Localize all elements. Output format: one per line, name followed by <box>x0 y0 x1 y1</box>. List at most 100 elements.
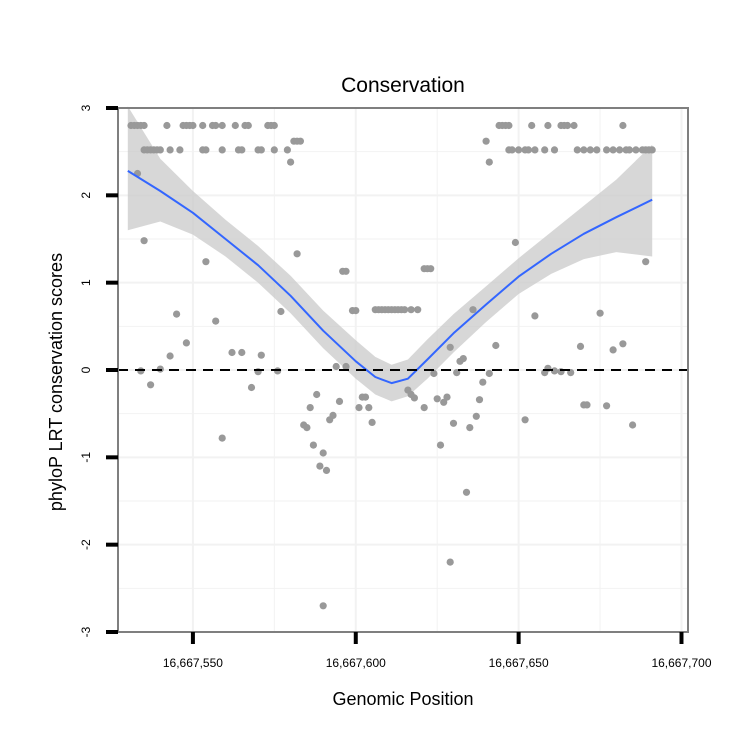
x-axis: 16,667,550 16,667,600 16,667,650 16,667,700 <box>163 632 712 670</box>
data-point <box>352 307 360 315</box>
data-point <box>287 158 295 166</box>
smooth-line <box>127 170 653 385</box>
data-point <box>563 121 572 130</box>
y-tick-label: 3 <box>79 104 93 111</box>
data-point <box>531 312 539 320</box>
data-point <box>410 394 418 402</box>
data-point <box>521 416 529 424</box>
data-point <box>609 146 617 154</box>
data-point <box>609 346 617 354</box>
data-point <box>576 342 585 350</box>
data-point <box>401 306 409 314</box>
data-point <box>342 362 350 371</box>
data-point <box>355 404 363 412</box>
data-point <box>596 309 604 317</box>
data-point <box>322 466 331 474</box>
data-point <box>440 398 448 406</box>
y-tick-label: -3 <box>79 626 93 637</box>
data-point <box>446 343 454 351</box>
data-point <box>189 121 197 130</box>
data-point <box>541 146 549 154</box>
data-point <box>427 265 435 273</box>
data-point <box>616 146 624 154</box>
x-axis-label: Genomic Position <box>332 689 473 709</box>
data-point <box>515 146 523 154</box>
data-point <box>270 146 278 154</box>
data-point <box>296 137 304 145</box>
data-point <box>319 602 327 610</box>
data-point <box>619 340 627 348</box>
data-point <box>277 307 285 316</box>
data-point <box>238 348 246 357</box>
data-point <box>156 146 164 154</box>
data-point <box>166 352 174 360</box>
chart-title: Conservation <box>341 74 465 97</box>
data-point <box>586 146 594 154</box>
data-point <box>544 121 552 130</box>
data-point <box>303 424 311 432</box>
data-point <box>485 158 493 166</box>
y-tick-label: 0 <box>79 366 93 373</box>
data-point <box>619 121 627 130</box>
data-point <box>257 351 265 359</box>
data-point <box>313 390 321 399</box>
data-point <box>531 146 539 154</box>
data-point <box>309 441 317 449</box>
data-point <box>466 424 474 432</box>
data-point <box>642 258 650 266</box>
data-point <box>573 146 581 154</box>
data-point <box>176 146 184 154</box>
data-point <box>443 393 451 401</box>
data-point <box>479 378 487 386</box>
data-point <box>433 395 441 403</box>
data-point <box>632 146 640 154</box>
data-points <box>127 121 656 610</box>
data-point <box>182 339 190 347</box>
data-point <box>283 146 291 154</box>
data-point <box>166 146 174 154</box>
data-point <box>524 146 533 154</box>
data-point <box>212 317 220 325</box>
y-tick-label: 1 <box>79 279 93 286</box>
x-tick-label: 16,667,600 <box>326 656 386 670</box>
data-point <box>218 121 226 130</box>
y-axis-label: phyloP LRT conservation scores <box>46 253 66 511</box>
data-point <box>365 404 373 412</box>
data-point <box>528 121 536 130</box>
data-point <box>420 404 428 412</box>
data-point <box>472 412 480 420</box>
y-tick-label: -2 <box>79 539 93 550</box>
data-point <box>293 250 301 258</box>
data-point <box>329 411 337 419</box>
data-point <box>511 238 519 247</box>
x-tick-label: 16,667,650 <box>489 656 549 670</box>
data-point <box>570 121 578 130</box>
data-point <box>238 146 246 154</box>
data-point <box>446 558 454 566</box>
data-point <box>368 418 376 426</box>
data-point <box>583 401 591 409</box>
data-point <box>218 434 226 442</box>
data-point <box>462 488 471 496</box>
data-point <box>482 137 490 145</box>
data-point <box>173 310 181 318</box>
data-point <box>414 306 422 314</box>
data-point <box>550 146 559 154</box>
data-point <box>603 402 611 410</box>
data-point <box>629 421 637 429</box>
y-tick-label: 2 <box>79 192 93 199</box>
data-point <box>475 396 484 404</box>
data-point <box>199 121 207 130</box>
data-point <box>218 146 226 154</box>
data-point <box>459 355 467 363</box>
data-point <box>492 341 500 350</box>
data-point <box>430 369 438 378</box>
data-point <box>335 397 344 405</box>
data-point <box>508 146 516 154</box>
data-point <box>163 121 171 130</box>
data-point <box>147 381 155 389</box>
data-point <box>603 146 611 154</box>
data-point <box>449 419 458 427</box>
data-point <box>270 121 278 130</box>
